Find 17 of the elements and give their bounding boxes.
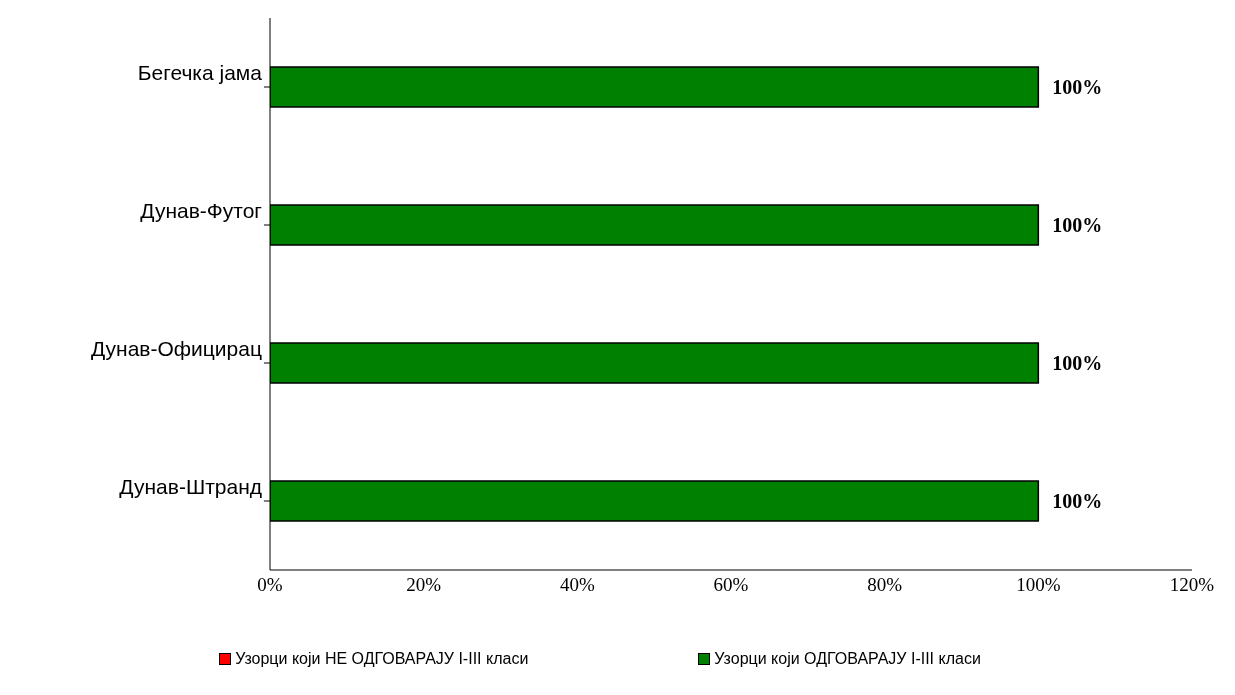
- x-tick-label: 100%: [1016, 574, 1061, 596]
- y-tick-label: Дунав-Футог: [140, 199, 263, 223]
- legend-label: Узорци који НЕ ОДГОВАРАЈУ I-III класи: [235, 650, 529, 668]
- legend-label: Узорци који ОДГОВАРАЈУ I-III класи: [714, 650, 981, 668]
- x-tick-label: 120%: [1169, 574, 1215, 596]
- y-tick-label: Бегечка јама: [137, 61, 263, 85]
- x-tick-label: 20%: [406, 574, 442, 596]
- x-tick-label: 60%: [713, 574, 749, 596]
- y-tick-label: Дунав-Штранд: [119, 475, 262, 499]
- y-tick-label: Дунав-Официрац: [90, 337, 262, 361]
- x-tick-label: 40%: [559, 574, 595, 596]
- x-tick-label: 80%: [867, 574, 903, 596]
- data-label: 100%: [1052, 76, 1103, 98]
- data-label: 100%: [1052, 490, 1103, 512]
- data-label: 100%: [1052, 214, 1103, 236]
- x-tick-label: 0%: [257, 574, 283, 596]
- data-label: 100%: [1052, 352, 1103, 374]
